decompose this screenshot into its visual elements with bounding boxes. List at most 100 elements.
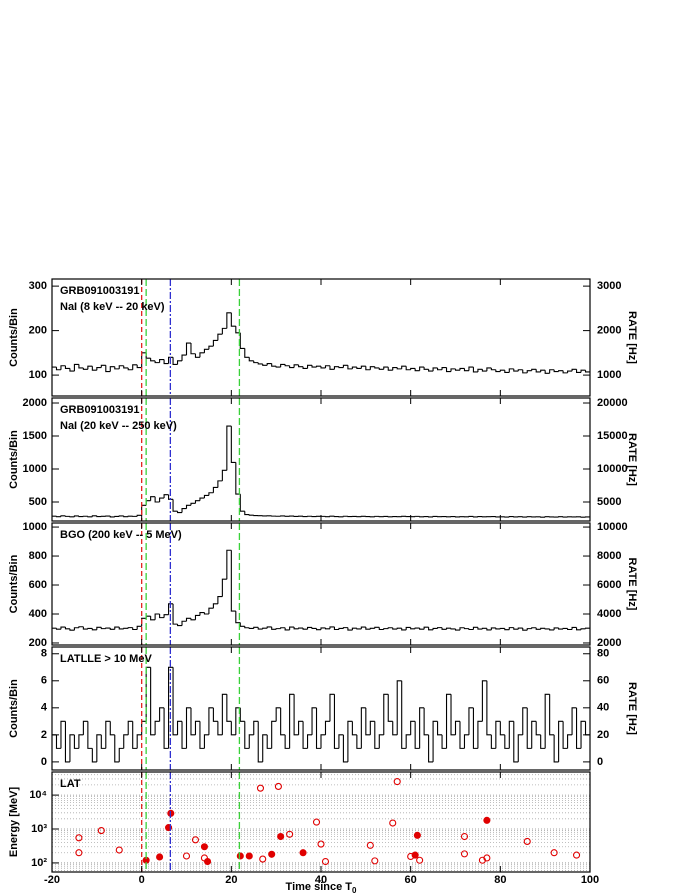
y-tick-label: 500 [29, 496, 47, 508]
histogram-bin [490, 734, 496, 749]
histogram-bin [311, 707, 317, 735]
histogram-bin [526, 370, 532, 373]
histogram-bin [145, 500, 151, 506]
histogram-bin [199, 611, 205, 616]
histogram-bin [324, 627, 330, 630]
histogram-bin [584, 721, 590, 736]
histogram-bin [185, 342, 191, 356]
histogram-bin [468, 707, 474, 735]
histogram-bin [208, 707, 214, 735]
histogram-bin [150, 358, 156, 362]
histogram-bin [64, 515, 70, 517]
histogram-bin [212, 603, 218, 609]
histogram-bin [544, 628, 550, 630]
histogram-bin [374, 626, 380, 629]
histogram-bin [123, 365, 129, 369]
histogram-bin [55, 367, 61, 371]
y2-tick-label: 8000 [597, 550, 621, 562]
histogram-bin [522, 369, 528, 374]
histogram-bin [558, 627, 564, 630]
histogram-bin [432, 720, 438, 762]
y2-tick-label: 80 [597, 648, 609, 660]
histogram-bin [244, 721, 250, 749]
histogram-bin [369, 720, 375, 735]
histogram-bin [499, 369, 505, 372]
histogram-bin [553, 734, 559, 763]
histogram-bin [293, 627, 299, 630]
y2-axis-label: RATE [Hz] [626, 558, 638, 611]
histogram-bin [217, 480, 223, 488]
panel-frame [51, 522, 591, 646]
histogram-bin [136, 625, 142, 630]
y-tick-label: 400 [29, 608, 47, 620]
photon [256, 784, 265, 792]
y2-tick-label: 6000 [597, 579, 621, 591]
histogram-bin [239, 707, 245, 722]
y2-tick-label: 60 [597, 675, 609, 687]
photon [312, 818, 321, 826]
histogram-bin [562, 627, 568, 630]
panel-label: GRB091003191 [60, 404, 140, 416]
histogram-bin [105, 365, 111, 373]
histogram-bin [535, 721, 541, 736]
y-tick-label: 300 [29, 280, 47, 292]
x-axis-label: Time since T0 [286, 881, 357, 895]
histogram-bin [437, 367, 443, 371]
photon [572, 851, 581, 859]
histogram-bin [378, 367, 384, 370]
histogram-bin [226, 312, 232, 329]
histogram-bin [320, 627, 326, 630]
panel-label: NaI (20 keV -- 250 keV) [60, 420, 177, 432]
histogram-bin [477, 368, 483, 372]
histogram-bin [123, 627, 129, 629]
histogram-bin [87, 365, 93, 370]
histogram-bin [324, 720, 330, 735]
histogram-bin [333, 366, 339, 370]
histogram-bin [450, 628, 456, 630]
photon [393, 778, 401, 786]
histogram-bin [239, 622, 245, 627]
histogram-bin [172, 357, 178, 365]
panel-label: GRB091003191 [60, 285, 140, 297]
y2-tick-label: 10000 [597, 521, 628, 533]
histogram-bin [190, 707, 196, 736]
histogram-bin [441, 734, 447, 749]
histogram-bin [540, 734, 546, 749]
y-tick-label: 200 [29, 637, 47, 649]
histogram-bin [405, 626, 411, 630]
histogram-bin [414, 368, 420, 372]
histogram-bin [423, 626, 429, 630]
histogram-bin [176, 720, 183, 735]
histogram-bin [428, 369, 434, 372]
histogram-bin [69, 628, 75, 631]
histogram-bin [100, 364, 106, 368]
histogram-bin [495, 720, 501, 749]
photon [317, 840, 325, 848]
histogram-bin [477, 720, 483, 749]
histogram-bin [145, 666, 151, 722]
histogram-bin [571, 707, 577, 735]
histogram-bin [428, 734, 434, 763]
y-tick-label: 800 [29, 550, 47, 562]
y-axis-label: Counts/Bin [8, 308, 20, 367]
histogram-bin [392, 366, 398, 371]
y-tick-label: 200 [29, 325, 47, 337]
histogram-bin [360, 707, 366, 749]
histogram-bin [298, 627, 304, 629]
histogram-bin [159, 497, 165, 502]
panel-label: LAT [60, 778, 81, 790]
histogram-bin [576, 627, 582, 631]
histogram-bin [486, 367, 492, 372]
histogram-bin [64, 721, 70, 763]
histogram-bin [562, 721, 568, 749]
y-tick-label: 8 [41, 648, 47, 660]
y-tick-label: 1000 [23, 463, 47, 475]
y-axis-label: Counts/Bin [8, 430, 20, 489]
histogram-bin [544, 370, 550, 374]
histogram-bin [127, 720, 133, 735]
histogram-bin [248, 734, 254, 749]
histogram-bin [419, 707, 425, 749]
histogram-bin [100, 627, 106, 630]
histogram-bin [176, 511, 183, 514]
y-tick-label: 2000 [23, 397, 47, 409]
